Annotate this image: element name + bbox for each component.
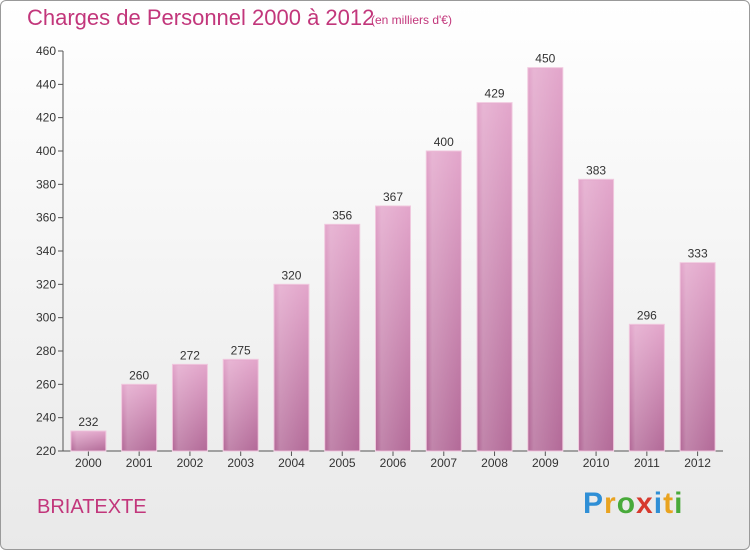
data-label: 275: [231, 343, 251, 357]
bar: [375, 205, 411, 452]
data-label: 260: [129, 368, 149, 382]
y-tick-label: 340: [36, 244, 56, 258]
bar: [578, 178, 615, 452]
x-tick-label: 2003: [227, 456, 254, 470]
bar-shine: [173, 365, 207, 450]
y-tick-label: 320: [36, 277, 56, 291]
x-tick-label: 2005: [329, 456, 356, 470]
data-labels: 232 260 272 275 320 356 367 400 429 450 383 296 333: [78, 52, 708, 429]
bar-shine: [528, 68, 562, 451]
bar: [527, 67, 564, 452]
chart-title: Charges de Personnel 2000 à 2012: [27, 5, 375, 30]
logo-letter: t: [663, 487, 675, 520]
logo-letter: i: [674, 487, 684, 520]
data-label: 383: [586, 163, 606, 177]
bar-shine: [122, 385, 156, 450]
bar-shine: [427, 152, 461, 450]
bar: [679, 262, 716, 452]
x-tick-label: 2007: [430, 456, 457, 470]
bar: [171, 363, 208, 452]
bars: [70, 67, 716, 452]
bar-shine: [274, 285, 308, 450]
data-label: 320: [281, 268, 301, 282]
x-tick-label: 2006: [380, 456, 407, 470]
y-tick-label: 280: [36, 344, 56, 358]
bar-shine: [224, 360, 258, 450]
y-tick-label: 460: [36, 44, 56, 58]
bar-shine: [630, 325, 664, 450]
data-label: 356: [332, 208, 352, 222]
proxiti-logo: Proxiti: [583, 487, 683, 521]
y-tick-label: 260: [36, 377, 56, 391]
data-label: 400: [434, 135, 454, 149]
bar-shine: [376, 207, 410, 450]
y-tick-label: 220: [36, 444, 56, 458]
logo-letter: o: [616, 487, 637, 520]
y-tick-label: 420: [36, 111, 56, 125]
bar: [222, 358, 259, 452]
chart-subtitle: (en milliers d'€): [371, 13, 452, 27]
data-label: 296: [637, 308, 657, 322]
bar: [273, 283, 310, 452]
y-tick-label: 440: [36, 77, 56, 91]
bar: [476, 102, 513, 452]
y-tick-label: 400: [36, 144, 56, 158]
logo-letter: r: [604, 487, 617, 520]
logo-letter: P: [583, 487, 605, 520]
bar-shine: [478, 103, 512, 451]
bar-shine: [579, 180, 613, 451]
x-tick-label: 2000: [75, 456, 102, 470]
bar-shine: [681, 263, 715, 450]
bar: [425, 150, 462, 452]
y-tick-label: 240: [36, 411, 56, 425]
data-label: 429: [485, 87, 505, 101]
data-label: 450: [535, 52, 555, 66]
bar: [324, 223, 361, 452]
bar-shine: [71, 432, 105, 450]
bar: [628, 323, 665, 452]
x-tick-label: 2004: [278, 456, 305, 470]
y-tick-label: 360: [36, 211, 56, 225]
bar: [121, 383, 158, 452]
axes: 220 240 260 280 300 320 340 360 380 400 420 440 460 2…: [36, 44, 723, 470]
data-label: 333: [688, 247, 708, 261]
bar-shine: [325, 225, 359, 450]
x-tick-label: 2001: [126, 456, 153, 470]
x-tick-label: 2012: [684, 456, 711, 470]
data-label: 232: [78, 415, 98, 429]
data-label: 367: [383, 190, 403, 204]
logo-letter: i: [653, 487, 664, 520]
x-tick-label: 2002: [177, 456, 204, 470]
place-name: BRIATEXTE: [37, 496, 147, 518]
x-tick-label: 2008: [481, 456, 508, 470]
bar: [70, 430, 107, 452]
data-label: 272: [180, 348, 200, 362]
x-tick-label: 2010: [583, 456, 610, 470]
x-tick-label: 2009: [532, 456, 559, 470]
logo-letter: x: [636, 487, 654, 520]
y-tick-label: 380: [36, 177, 56, 191]
x-tick-label: 2011: [634, 456, 660, 470]
y-tick-label: 300: [36, 311, 56, 325]
